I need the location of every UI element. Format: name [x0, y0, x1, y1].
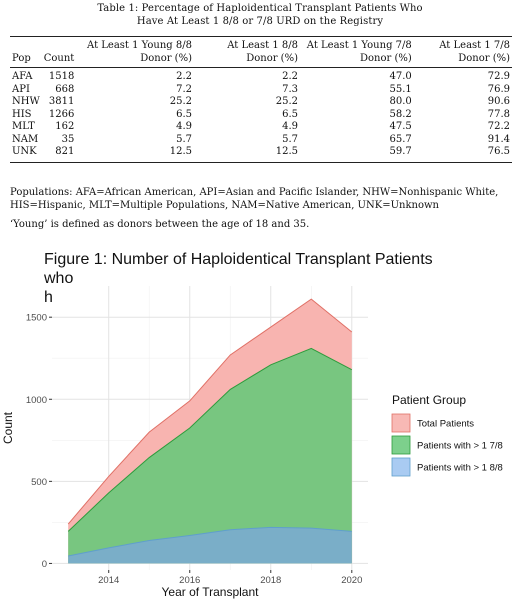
area-outline-series-1 — [67, 298, 353, 525]
table-row: AFA 1518 2.2 2.2 47.0 72.9 — [10, 68, 512, 84]
cell-pop: UNK — [10, 146, 42, 163]
cell-any88: 6.5 — [282, 108, 298, 120]
table-caption-line2: Have At Least 1 8/8 or 7/8 URD on the Re… — [136, 16, 384, 27]
table-notes: Populations: AFA=African American, API=A… — [10, 186, 515, 231]
header-young78: At Least 1 Young 7/8 — [306, 40, 412, 51]
cell-count: 162 — [55, 121, 75, 132]
header-row-2: Pop Count Donor (%) Donor (%) Donor (%) … — [10, 52, 512, 68]
cell-young88: 2.2 — [176, 71, 192, 82]
table-row: NAM 35 5.7 5.7 65.7 91.4 — [10, 134, 512, 147]
cell-young78: 58.2 — [389, 108, 412, 120]
cell-pop: NHW — [12, 96, 40, 107]
cell-young78: 65.7 — [389, 133, 412, 145]
legend-label: Patients with > 1 8/8 — [417, 463, 503, 474]
table-row: HIS 1266 6.5 6.5 58.2 77.8 — [10, 109, 512, 122]
area-outline-series-2 — [67, 347, 353, 532]
legend-swatch — [391, 457, 411, 477]
cell-young78: 55.1 — [389, 83, 412, 95]
cell-any78: 76.5 — [413, 146, 512, 163]
cell-count: 3811 — [48, 96, 75, 107]
header-any78: At Least 1 7/8 — [439, 40, 510, 51]
cell-any88: 12.5 — [193, 146, 300, 163]
population-legend-note: Populations: AFA=African American, API=A… — [10, 187, 499, 211]
percentage-table: At Least 1 Young 8/8 At Least 1 8/8 At L… — [10, 36, 512, 163]
header-young88: At Least 1 Young 8/8 — [87, 40, 192, 51]
cell-any78: 72.2 — [487, 121, 510, 132]
y-axis-label: Count — [1, 411, 15, 444]
cell-count: 1518 — [48, 71, 75, 82]
table-row: MLT 162 4.9 4.9 47.5 72.2 — [10, 121, 512, 134]
cell-any78: 90.6 — [487, 96, 510, 107]
cell-young88: 6.5 — [176, 108, 192, 120]
header-row-1: At Least 1 Young 8/8 At Least 1 8/8 At L… — [10, 37, 512, 53]
x-tick-label: 2018 — [260, 575, 281, 586]
cell-count: 821 — [41, 146, 77, 163]
cell-any78: 91.4 — [487, 133, 510, 145]
header-young78-sub: Donor (%) — [299, 52, 414, 68]
cell-young88: 7.2 — [176, 83, 192, 95]
cell-pop: API — [12, 83, 30, 95]
cell-count: 1266 — [48, 108, 75, 120]
area-chart: 0 500 1000 1500 2014 2016 2018 2020 Year of Tran… — [1, 286, 503, 599]
legend-title: Patient Group — [392, 393, 466, 407]
x-tick-label: 2020 — [341, 575, 362, 586]
cell-young78: 47.0 — [389, 71, 412, 82]
x-tick-label: 2014 — [98, 575, 119, 586]
header-any88-sub: Donor (%) — [193, 52, 300, 68]
x-tick-label: 2016 — [179, 575, 200, 586]
y-tick-label: 1500 — [26, 313, 47, 324]
legend-swatch — [391, 413, 411, 433]
cell-young78: 47.5 — [389, 121, 412, 132]
cell-any88: 4.9 — [282, 121, 298, 132]
cell-young88: 12.5 — [76, 146, 194, 163]
cell-young78: 59.7 — [299, 146, 414, 163]
cell-any88: 25.2 — [275, 96, 298, 107]
cell-pop: AFA — [12, 71, 33, 82]
area-outline-series-3 — [68, 526, 352, 557]
header-any78-sub: Donor (%) — [413, 52, 512, 68]
cell-any78: 76.9 — [487, 83, 510, 95]
legend-swatch — [391, 435, 411, 455]
cell-count: 35 — [61, 133, 75, 145]
cell-any78: 77.8 — [487, 108, 510, 120]
table-row: UNK 821 12.5 12.5 59.7 76.5 — [10, 146, 512, 163]
cell-young78: 80.0 — [389, 96, 412, 107]
cell-any78: 72.9 — [487, 71, 510, 82]
legend-label: Total Patients — [417, 419, 474, 430]
area-series-2 — [68, 348, 352, 564]
table-caption: Table 1: Percentage of Haploidentical Tr… — [60, 2, 460, 28]
cell-pop: NAM — [12, 133, 39, 145]
header-count: Count — [41, 52, 77, 68]
table-row: NHW 3811 25.2 25.2 80.0 90.6 — [10, 96, 512, 109]
y-tick-label: 1000 — [26, 395, 47, 406]
cell-young88: 4.9 — [176, 121, 192, 132]
header-pop: Pop — [10, 52, 42, 68]
cell-any88: 5.7 — [282, 133, 298, 145]
table-row: API 668 7.2 7.3 55.1 76.9 — [10, 84, 512, 97]
young-definition-note: ‘Young’ is defined as donors between the… — [10, 219, 310, 230]
cell-young88: 5.7 — [176, 133, 192, 145]
cell-pop: HIS — [12, 108, 32, 120]
figure-title-line1: Figure 1: Number of Haploidentical Trans… — [44, 251, 433, 287]
cell-count: 668 — [55, 83, 75, 95]
cell-any88: 7.3 — [282, 83, 298, 95]
y-tick-label: 500 — [31, 477, 47, 488]
cell-any88: 2.2 — [282, 71, 298, 82]
header-young88-sub: Donor (%) — [76, 52, 194, 68]
cell-young88: 25.2 — [169, 96, 192, 107]
legend-label: Patients with > 1 7/8 — [417, 441, 503, 452]
y-tick-label: 0 — [42, 559, 47, 570]
header-any88: At Least 1 8/8 — [227, 40, 298, 51]
area-series-3 — [68, 527, 352, 564]
cell-pop: MLT — [12, 121, 35, 132]
table-caption-line1: Table 1: Percentage of Haploidentical Tr… — [97, 3, 423, 14]
x-axis-label: Year of Transplant — [162, 585, 260, 599]
